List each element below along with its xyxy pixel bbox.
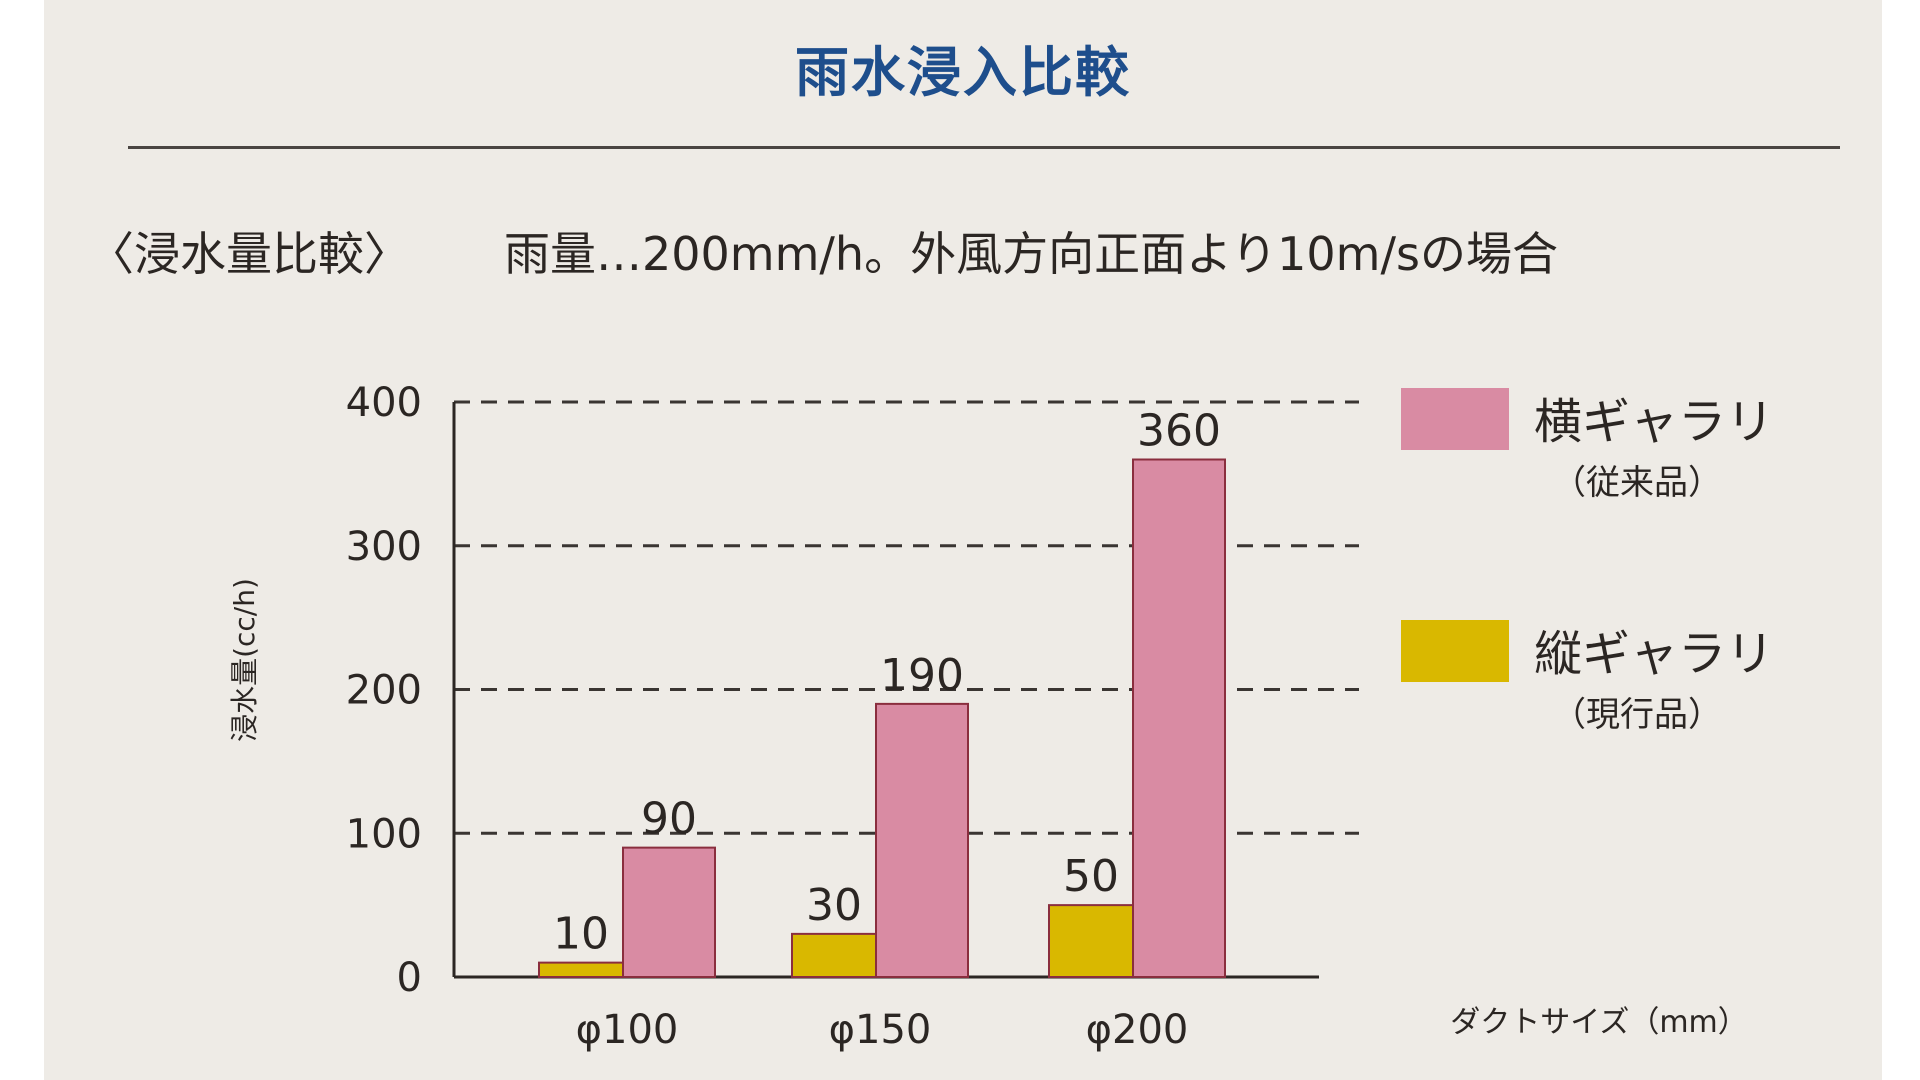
bars xyxy=(538,458,1226,978)
legend-label-pink: 横ギャラリ xyxy=(1534,394,1774,450)
x-tick-label-2: φ200 xyxy=(1086,1007,1189,1053)
grid-lines xyxy=(454,400,1359,835)
bar-yellow-0 xyxy=(538,961,624,978)
y-tick-label-0: 0 xyxy=(397,955,422,1001)
bar-yellow-1 xyxy=(791,932,877,978)
bar-pink-0 xyxy=(622,846,716,978)
legend: 横ギャラリ （従来品） 縦ギャラリ （現行品） xyxy=(1401,388,1774,735)
data-label-pink-2: 360 xyxy=(1137,406,1221,457)
data-labels: 10 90 30 190 50 360 xyxy=(553,406,1221,960)
data-label-yellow-2: 50 xyxy=(1063,851,1119,902)
y-tick-label-2: 200 xyxy=(346,668,422,714)
bar-pink-2 xyxy=(1132,458,1226,978)
x-axis-title: ダクトサイズ（mm） xyxy=(1450,1005,1748,1040)
chart-title: 雨水浸入比較 xyxy=(795,41,1131,104)
y-tick-labels: 0 100 200 300 400 xyxy=(346,380,422,1001)
subtitle-conditions: 雨量…200mm/h。外風方向正面より10m/sの場合 xyxy=(504,227,1558,281)
title-divider xyxy=(128,146,1840,149)
y-tick-label-3: 300 xyxy=(346,524,422,570)
legend-note-yellow: （現行品） xyxy=(1552,695,1722,735)
x-tick-labels: φ100 φ150 φ200 xyxy=(576,1007,1189,1053)
legend-swatch-pink xyxy=(1401,388,1509,450)
legend-note-pink: （従来品） xyxy=(1552,463,1722,503)
bar-chart: 0 100 200 300 400 10 90 30 190 50 360 φ100 φ150 φ20… xyxy=(228,380,1774,1053)
legend-swatch-yellow xyxy=(1401,620,1509,682)
data-label-yellow-1: 30 xyxy=(806,880,862,931)
data-label-yellow-0: 10 xyxy=(553,909,609,960)
x-tick-label-0: φ100 xyxy=(576,1007,679,1053)
y-axis-title: 浸水量(cc/h) xyxy=(228,578,261,742)
legend-label-yellow: 縦ギャラリ xyxy=(1534,626,1774,682)
chart-panel: 雨水浸入比較 〈浸水量比較〉 雨量…200mm/h。外風方向正面より10m/sの… xyxy=(44,0,1882,1080)
subtitle-comparison: 〈浸水量比較〉 xyxy=(88,227,410,281)
y-tick-label-1: 100 xyxy=(346,811,422,857)
x-tick-label-1: φ150 xyxy=(829,1007,932,1053)
bar-yellow-2 xyxy=(1048,904,1134,978)
data-label-pink-1: 190 xyxy=(880,650,964,701)
bar-pink-1 xyxy=(875,702,969,978)
data-label-pink-0: 90 xyxy=(641,794,697,845)
y-tick-label-4: 400 xyxy=(346,380,422,426)
